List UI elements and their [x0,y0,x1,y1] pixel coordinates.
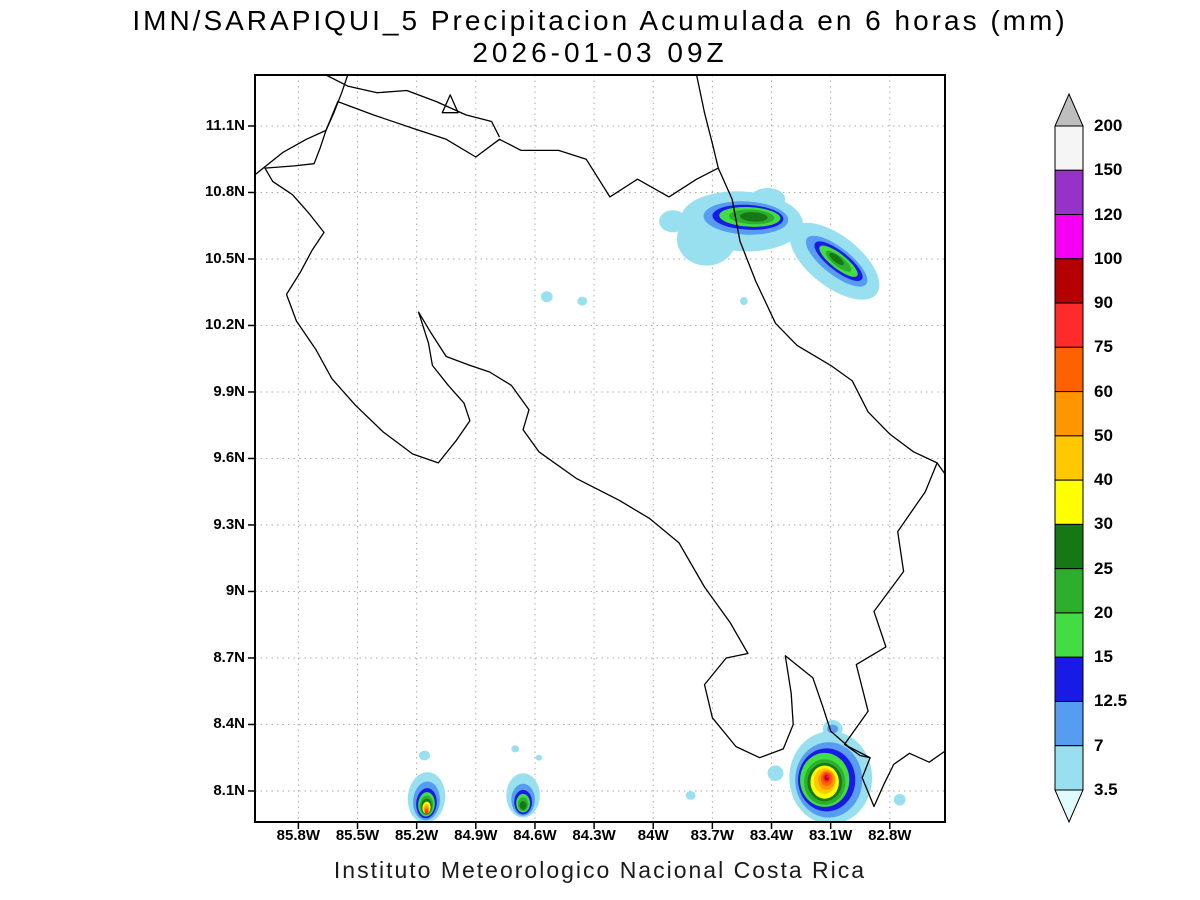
coastlines [255,75,945,808]
precip-cell [519,801,527,810]
colorbar-bottom-arrow [1054,789,1084,824]
colorbar-label: 50 [1094,425,1113,445]
footer-credit: Instituto Meteorologico Nacional Costa R… [333,857,867,883]
colorbar-label: 25 [1094,558,1113,578]
colorbar-label: 120 [1094,204,1123,224]
precip-cell [826,775,829,778]
coastline-panama-caribbean [936,462,945,475]
colorbar-label: 100 [1094,248,1123,268]
precip-cell [685,791,696,800]
colorbar-label: 200 [1094,116,1123,135]
coastline-nicaragua-pacific [255,75,349,176]
colorbar-segment [1054,700,1084,747]
y-axis-label: 10.8N [204,183,245,201]
colorbar-label: 7 [1094,735,1104,755]
x-axis-label: 84.9W [454,827,498,844]
y-axis-label: 10.2N [204,316,245,334]
precip-cell [893,794,906,806]
colorbar-segment [1054,258,1084,304]
colorbar-segment [1054,391,1084,437]
colorbar-label: 30 [1094,514,1113,534]
coastline-costa-rica-mainland [264,100,938,759]
y-axis-label: 9.3N [213,515,245,533]
chart-title: IMN/SARAPIQUI_5 Precipitacion Acumulada … [132,5,1068,36]
precip-cell [577,296,588,306]
coastline-lake-nicaragua-shore [325,75,501,138]
colorbar-segment [1054,745,1084,791]
colorbar-segment [1054,125,1084,171]
colorbar-label: 150 [1094,160,1123,180]
colorbar [1054,92,1084,824]
x-axis-label: 85.8W [276,827,321,844]
colorbar-segment [1054,435,1084,481]
colorbar-segment [1054,302,1084,348]
colorbar-label: 90 [1094,293,1113,313]
y-axis-label: 11.1N [205,116,245,134]
colorbar-segment [1054,346,1084,393]
precip-cell [419,750,430,761]
colorbar-label: 40 [1094,470,1113,490]
precip-cell [540,291,553,303]
colorbar-segment [1054,169,1084,216]
colorbar-segment [1054,568,1084,614]
precip-cell [740,212,768,222]
colorbar-label: 20 [1094,602,1113,622]
colorbar-segment [1054,612,1084,658]
y-axis-label: 9.6N [213,449,245,467]
x-axis-label: 85.5W [335,827,380,844]
gridlines [248,75,945,829]
precip-cell [511,745,520,753]
x-axis-label: 84.6W [513,827,557,844]
colorbar-segment [1054,523,1084,570]
x-axis-label: 85.2W [394,827,439,844]
y-axis-label: 9.9N [213,382,245,400]
colorbar-label: 75 [1094,337,1113,357]
precip-shading [407,188,906,822]
coastline-panama-pacific [861,750,945,808]
colorbar-segment [1054,479,1084,525]
precip-cell [740,297,748,306]
chart-subtitle: 2026-01-03 09Z [472,37,728,68]
x-axis-label: 82.8W [868,827,912,844]
y-axis-label: 10.5N [204,249,245,267]
precip-cell [425,810,428,814]
plot-frame [254,74,946,823]
x-axis-label: 83.7W [690,827,735,844]
y-axis-label: 8.7N [213,648,245,666]
colorbar-label: 60 [1094,381,1113,401]
precip-cell [829,252,844,266]
colorbar-label: 3.5 [1094,780,1118,799]
coastline-lake-island [441,94,459,114]
colorbar-top-arrow [1054,92,1084,127]
map-plot [248,74,946,829]
x-axis-label: 84.3W [572,827,616,844]
y-axis-label: 9N [225,582,245,600]
precip-cell [767,765,784,781]
y-axis-label: 8.4N [213,715,245,733]
colorbar-label: 15 [1094,647,1113,667]
x-axis-label: 83.4W [749,827,794,844]
x-axis-label: 83.1W [808,827,853,844]
precip-cell [659,210,687,233]
colorbar-segment [1054,214,1084,260]
precip-cell [535,754,543,761]
x-axis-label: 84W [637,827,669,844]
colorbar-segment [1054,656,1084,702]
coastline-nicaragua-caribbean [695,75,719,169]
y-axis-label: 8.1N [213,781,245,799]
colorbar-label: 12.5 [1094,691,1128,711]
